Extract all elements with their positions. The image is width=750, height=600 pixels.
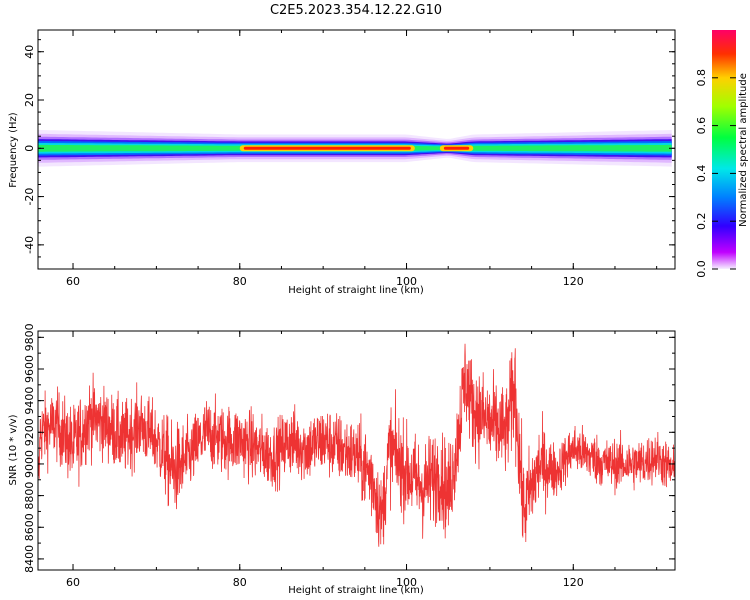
x-tick-label: 100: [396, 275, 417, 288]
y-tick-label: 9200: [23, 418, 36, 446]
x-tick-label: 80: [233, 576, 247, 589]
colorbar-tick-label: 0.2: [695, 212, 708, 230]
spectrogram-ylabel: Frequency (Hz): [8, 112, 19, 188]
y-tick-label: -40: [23, 236, 36, 254]
colorbar-ticks: 0.0 0.2 0.4 0.6 0.8: [695, 69, 736, 278]
y-tick-label: 9600: [23, 355, 36, 383]
snr-xlabel: Height of straight line (km): [288, 585, 424, 596]
y-tick-label: 9800: [23, 323, 36, 351]
x-tick-label: 60: [66, 275, 80, 288]
y-tick-label: 0: [23, 145, 36, 152]
colorbar-gradient: [712, 30, 736, 269]
spectrogram-axes: 60 80 100 120 40 20 0 -20 -40: [23, 30, 675, 288]
y-tick-label: -20: [23, 188, 36, 206]
y-tick-label: 8800: [23, 482, 36, 510]
colorbar-tick-label: 0.0: [695, 260, 708, 278]
x-tick-label: 120: [563, 576, 584, 589]
spectrogram-image: [38, 129, 672, 167]
x-tick-label: 80: [233, 275, 247, 288]
x-tick-label: 100: [396, 576, 417, 589]
snr-frame: [37, 330, 676, 571]
spectrogram-peak-core: [443, 146, 470, 150]
colorbar: 0.0 0.2 0.4 0.6 0.8 Normalized spectral ampl…: [695, 30, 749, 278]
snr-panel: 60 80 100 120 8400 8600 8800 9000 9200 9400 9600 98…: [8, 323, 676, 596]
y-tick-label: 9400: [23, 387, 36, 415]
snr-ylabel: SNR (10 * v/v): [8, 414, 19, 485]
spectrogram-frame: [37, 29, 676, 270]
spectrogram-peak-core: [243, 146, 411, 150]
x-tick-label: 120: [563, 275, 584, 288]
colorbar-label: Normalized spectral amplitude: [738, 73, 749, 227]
y-tick-label: 8400: [23, 545, 36, 573]
figure-title: C2E5.2023.354.12.22.G10: [270, 3, 442, 18]
colorbar-tick-label: 0.6: [695, 117, 708, 135]
spectrogram-xlabel: Height of straight line (km): [288, 285, 424, 296]
snr-series-line: [38, 343, 675, 547]
y-tick-label: 40: [23, 45, 36, 59]
x-tick-label: 60: [66, 576, 80, 589]
y-tick-label: 9000: [23, 450, 36, 478]
spectrogram-panel: 60 80 100 120 40 20 0 -20 -40 Height of straight…: [8, 29, 676, 296]
y-tick-label: 20: [23, 93, 36, 107]
colorbar-tick-label: 0.8: [695, 69, 708, 87]
y-tick-label: 8600: [23, 513, 36, 541]
colorbar-tick-label: 0.4: [695, 165, 708, 183]
snr-axes: 60 80 100 120 8400 8600 8800 9000 9200 9400 9600 98…: [23, 323, 675, 589]
